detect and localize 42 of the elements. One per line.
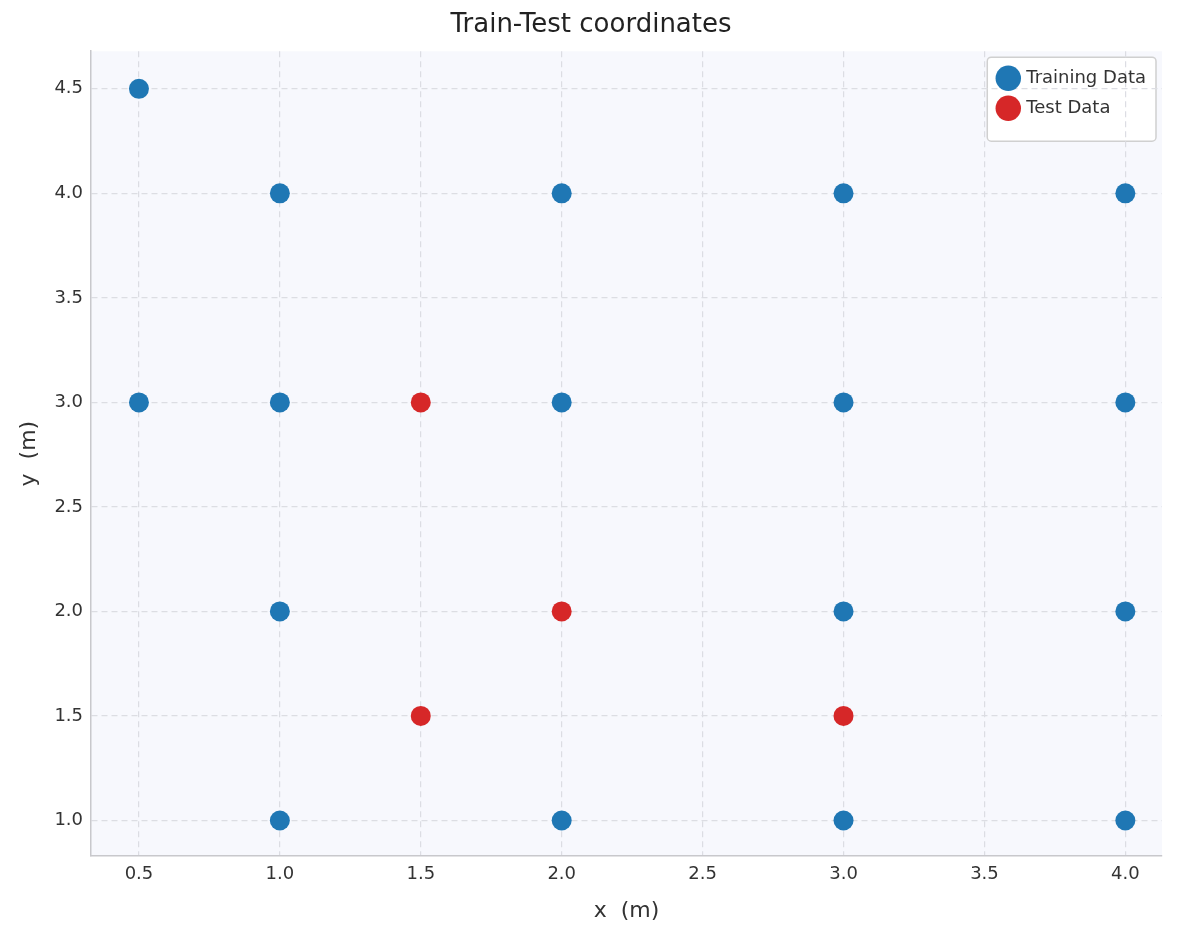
point <box>128 78 149 99</box>
legend-label: Training Data <box>1025 65 1147 87</box>
y-tick-label: 4.0 <box>54 181 84 203</box>
point <box>1115 392 1136 413</box>
point <box>833 810 854 831</box>
point <box>1115 810 1136 831</box>
y-tick-label: 1.0 <box>54 808 84 830</box>
chart-title: Train-Test coordinates <box>449 8 732 39</box>
point <box>551 810 572 831</box>
y-tick-label: 2.0 <box>54 599 84 621</box>
y-tick-label: 4.5 <box>54 76 84 98</box>
y-tick-label: 3.5 <box>54 285 84 307</box>
point <box>833 705 854 726</box>
x-tick-label: 4.0 <box>1111 862 1140 884</box>
point <box>551 183 572 204</box>
x-tick-label: 3.0 <box>829 862 858 884</box>
point <box>269 392 290 413</box>
point <box>410 705 431 726</box>
point <box>410 392 431 413</box>
x-tick-label: 3.5 <box>970 862 999 884</box>
point <box>269 183 290 204</box>
y-tick-label: 2.5 <box>54 494 84 516</box>
point <box>128 392 149 413</box>
x-tick-label: 1.0 <box>265 862 295 884</box>
point <box>833 392 854 413</box>
x-tick-label: 2.0 <box>547 862 577 884</box>
y-tick-label: 1.5 <box>54 703 84 725</box>
point <box>551 392 572 413</box>
point <box>833 601 854 622</box>
point <box>833 183 854 204</box>
point <box>551 601 572 622</box>
y-axis-title: y (m) <box>14 420 40 487</box>
point <box>1115 183 1136 204</box>
point <box>1115 601 1136 622</box>
x-tick-label: 0.5 <box>124 862 154 884</box>
point <box>269 810 290 831</box>
x-tick-label: 1.5 <box>406 862 436 884</box>
legend-label: Test Data <box>1025 95 1111 117</box>
y-tick-label: 3.0 <box>54 390 84 412</box>
x-axis-title: x (m) <box>593 896 660 922</box>
x-tick-label: 2.5 <box>688 862 717 884</box>
point <box>269 601 290 622</box>
